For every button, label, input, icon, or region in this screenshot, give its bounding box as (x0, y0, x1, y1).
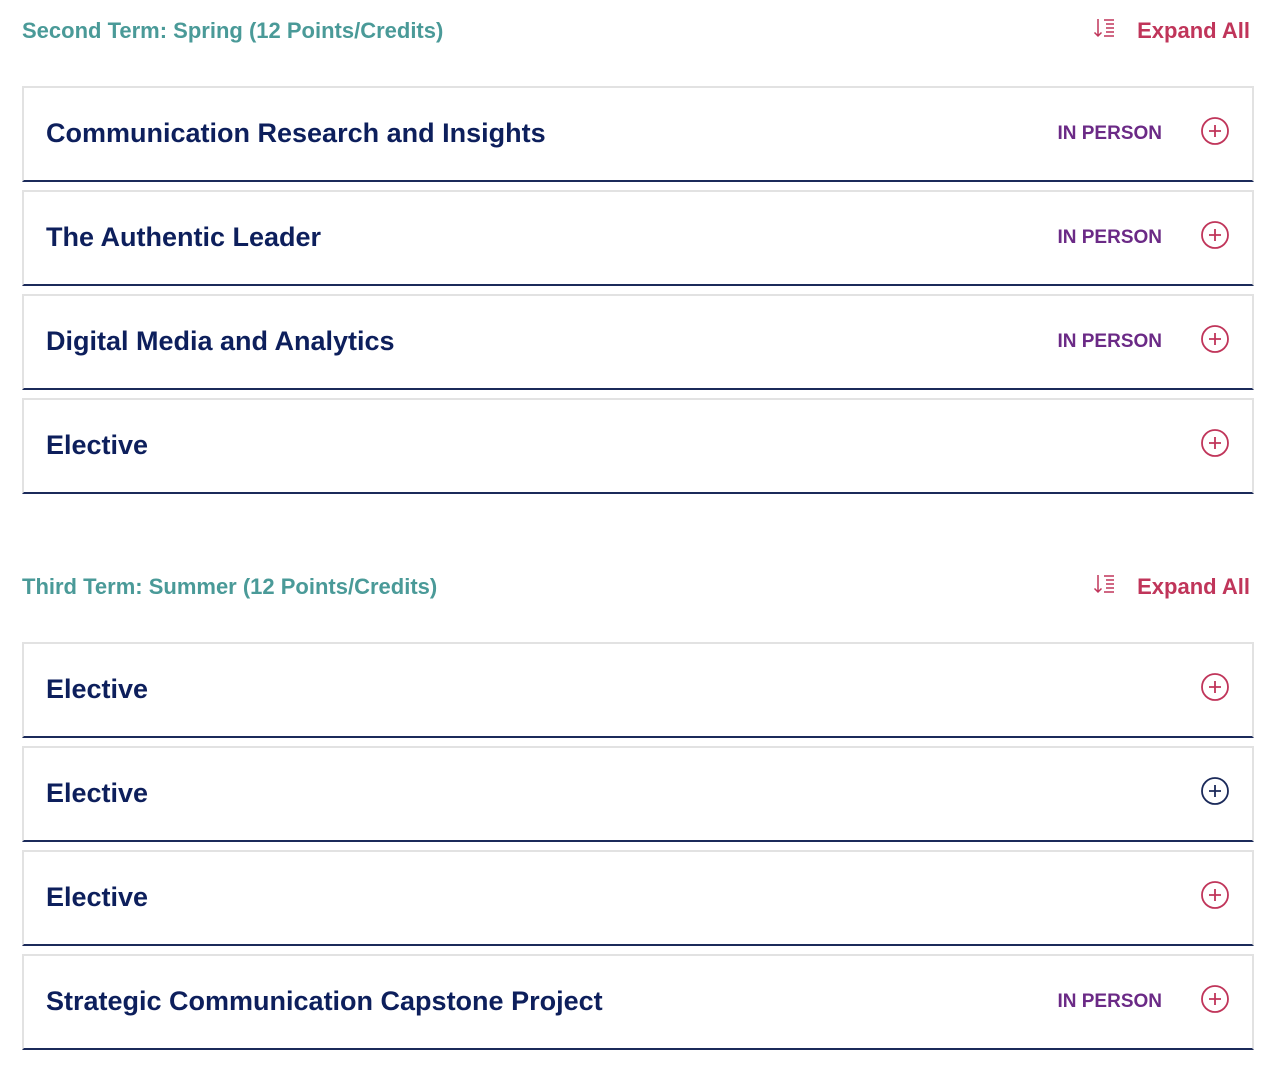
expand-all-button[interactable]: Expand All (1093, 572, 1250, 602)
plus-circle-icon[interactable] (1200, 116, 1230, 146)
plus-circle-icon[interactable] (1200, 776, 1230, 806)
course-title: Elective (46, 430, 149, 460)
plus-circle-icon[interactable] (1200, 984, 1230, 1014)
sort-list-icon (1093, 572, 1137, 602)
course-list: Communication Research and Insights IN P… (22, 86, 1254, 494)
plus-circle-icon[interactable] (1200, 324, 1230, 354)
course-title: Communication Research and Insights (46, 118, 546, 148)
course-title: Elective (46, 882, 149, 912)
expand-all-label: Expand All (1137, 574, 1250, 599)
course-accordion-item[interactable]: Digital Media and Analytics IN PERSON (22, 294, 1254, 390)
course-title: Strategic Communication Capstone Project (46, 986, 603, 1016)
plus-circle-icon[interactable] (1200, 880, 1230, 910)
course-accordion-item[interactable]: The Authentic Leader IN PERSON (22, 190, 1254, 286)
course-accordion-item[interactable]: Elective (22, 746, 1254, 842)
expand-all-label: Expand All (1137, 18, 1250, 43)
plus-circle-icon[interactable] (1200, 672, 1230, 702)
term-section: Third Term: Summer (12 Points/Credits) E… (22, 566, 1254, 1058)
course-title: The Authentic Leader (46, 222, 322, 252)
plus-circle-icon[interactable] (1200, 428, 1230, 458)
course-accordion-item[interactable]: Strategic Communication Capstone Project… (22, 954, 1254, 1050)
course-accordion-item[interactable]: Elective (22, 850, 1254, 946)
delivery-badge: IN PERSON (1057, 991, 1162, 1012)
sort-list-icon (1093, 16, 1137, 46)
term-header: Second Term: Spring (12 Points/Credits) … (22, 10, 1254, 58)
course-accordion-item[interactable]: Elective (22, 398, 1254, 494)
course-accordion-item[interactable]: Communication Research and Insights IN P… (22, 86, 1254, 182)
term-header: Third Term: Summer (12 Points/Credits) E… (22, 566, 1254, 614)
course-accordion-item[interactable]: Elective (22, 642, 1254, 738)
course-title: Digital Media and Analytics (46, 326, 395, 356)
delivery-badge: IN PERSON (1057, 123, 1162, 144)
course-list: Elective Elective Elective Strategic Com… (22, 642, 1254, 1050)
term-section: Second Term: Spring (12 Points/Credits) … (22, 10, 1254, 502)
term-title: Second Term: Spring (12 Points/Credits) (22, 18, 444, 43)
plus-circle-icon[interactable] (1200, 220, 1230, 250)
delivery-badge: IN PERSON (1057, 227, 1162, 248)
course-title: Elective (46, 674, 149, 704)
course-title: Elective (46, 778, 149, 808)
expand-all-button[interactable]: Expand All (1093, 16, 1250, 46)
delivery-badge: IN PERSON (1057, 331, 1162, 352)
term-title: Third Term: Summer (12 Points/Credits) (22, 574, 438, 599)
